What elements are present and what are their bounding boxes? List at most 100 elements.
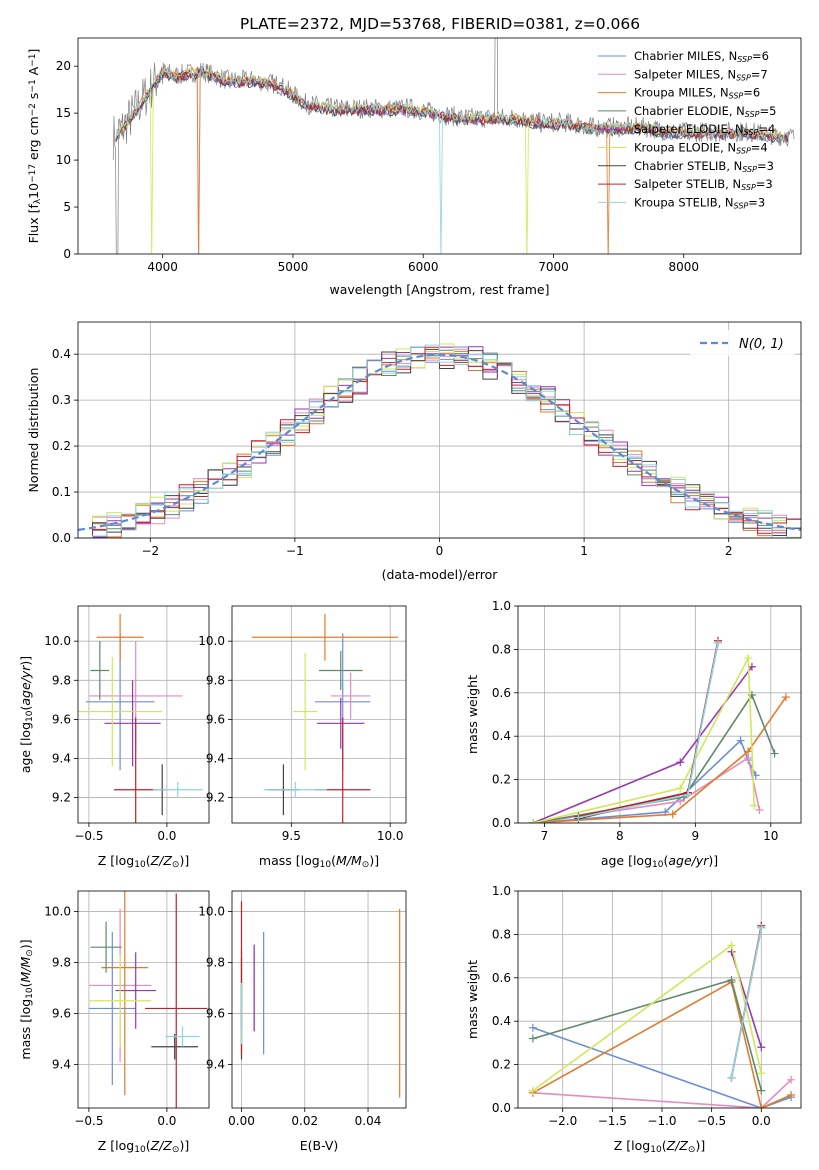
x-tick-label: 6000 bbox=[408, 260, 439, 274]
series-marker bbox=[755, 805, 764, 814]
x-tick-label: 0.0 bbox=[752, 1114, 771, 1128]
series-line bbox=[532, 655, 755, 823]
series-marker bbox=[757, 1104, 766, 1108]
y-tick-label: 0.1 bbox=[52, 485, 71, 499]
y-tick-label: 0.0 bbox=[492, 1101, 511, 1115]
plot-area-spectrum bbox=[112, 38, 795, 254]
x-axis-label: mass [log10(M/M⊙)] bbox=[259, 853, 379, 870]
x-tick-label: 0 bbox=[436, 544, 444, 558]
series-marker bbox=[683, 790, 692, 799]
y-tick-label: 20 bbox=[56, 59, 71, 73]
grid-mass-weight-vs-age bbox=[518, 605, 801, 824]
series-kroupa-miles bbox=[528, 978, 796, 1108]
y-tick-label: 9.6 bbox=[52, 712, 71, 726]
ticks-mass-vs-EBV: 0.00 0.02 0.04 9.4 9.6 9.8 10.0 bbox=[198, 904, 381, 1128]
x-axis-label: wavelength [Angstrom, rest frame] bbox=[329, 282, 549, 297]
x-tick-label: 0.02 bbox=[291, 1114, 318, 1128]
x-tick-label: 9 bbox=[692, 829, 700, 843]
y-tick-label: 0.3 bbox=[52, 393, 71, 407]
x-tick-label: 0.00 bbox=[228, 1114, 255, 1128]
y-tick-label: 9.8 bbox=[206, 955, 225, 969]
series-marker bbox=[757, 1043, 766, 1052]
x-tick-label: −1.5 bbox=[598, 1114, 627, 1128]
axes-frame bbox=[517, 605, 802, 824]
x-tick-label: 8 bbox=[616, 829, 624, 843]
y-tick-label: 1.0 bbox=[492, 599, 511, 613]
y-axis-label: mass weight bbox=[465, 960, 480, 1039]
series-line bbox=[532, 1079, 792, 1108]
y-tick-label: 0.0 bbox=[492, 816, 511, 830]
legend-label: Chabrier MILES, NSSP=6 bbox=[634, 49, 769, 64]
ticks-residuals: −2 −1 0 1 2 0.0 0.1 0.2 0.3 0.4 bbox=[52, 347, 733, 558]
y-tick-label: 10.0 bbox=[198, 634, 225, 648]
plot-area-age-vs-Z bbox=[78, 613, 203, 823]
legend-label: Salpeter MILES, NSSP=7 bbox=[634, 67, 768, 82]
y-tick-label: 9.6 bbox=[206, 712, 225, 726]
legend-box bbox=[690, 330, 795, 356]
plot-area-residuals bbox=[78, 343, 801, 538]
x-tick-label: 0.0 bbox=[157, 1114, 176, 1128]
series-chabrier-elodie bbox=[528, 975, 766, 1095]
figure-title: PLATE=2372, MJD=53768, FIBERID=0381, z=0… bbox=[240, 15, 640, 33]
series-marker bbox=[727, 1073, 736, 1082]
point-kroupa-elodie bbox=[293, 652, 318, 771]
series-marker bbox=[668, 810, 677, 819]
y-tick-label: 9.4 bbox=[206, 1058, 225, 1072]
y-tick-label: 10.0 bbox=[44, 634, 71, 648]
series-marker bbox=[528, 1086, 537, 1095]
axes-frame bbox=[77, 37, 802, 255]
x-tick-label: −1.0 bbox=[647, 1114, 676, 1128]
y-tick-label: 9.6 bbox=[52, 1007, 71, 1021]
series-marker bbox=[528, 1034, 537, 1043]
y-tick-label: 5 bbox=[63, 200, 71, 214]
series-marker bbox=[750, 801, 759, 810]
chart-residuals: −2 −1 0 1 2 0.0 0.1 0.2 0.3 0.4 N(0, 1) (data-model… bbox=[26, 321, 802, 582]
point-kroupa-miles bbox=[96, 613, 144, 661]
point-salpeter-stelib bbox=[145, 893, 208, 1108]
series-marker bbox=[757, 1069, 766, 1078]
series-marker bbox=[757, 923, 766, 932]
normal-curve bbox=[78, 353, 801, 531]
chart-age-vs-mass: 9.5 10.0 9.2 9.4 9.6 9.8 10.0 mass [log10(M/M⊙)… bbox=[198, 605, 407, 870]
point-kroupa-stelib bbox=[165, 1026, 200, 1047]
y-tick-label: 0.6 bbox=[492, 686, 511, 700]
series-marker bbox=[574, 813, 583, 822]
legend-label: Chabrier STELIB, NSSP=3 bbox=[634, 159, 774, 174]
y-axis-label: mass [log10(M/M⊙)] bbox=[18, 939, 35, 1059]
axes-frame bbox=[77, 321, 802, 539]
grid-mass-weight-vs-Z bbox=[518, 890, 801, 1109]
series-marker bbox=[727, 941, 736, 950]
point-salpeter-elodie bbox=[115, 952, 156, 1029]
x-tick-label: 5000 bbox=[278, 260, 309, 274]
series-kroupa-elodie bbox=[529, 654, 759, 823]
point-chabrier-stelib bbox=[151, 1033, 199, 1060]
point-chabrier-elodie bbox=[319, 650, 363, 691]
series-line bbox=[532, 943, 763, 1092]
model-chabrier-stelib bbox=[115, 69, 789, 143]
y-tick-label: 0.2 bbox=[52, 439, 71, 453]
y-axis-label: mass weight bbox=[465, 675, 480, 754]
point-kroupa-stelib bbox=[263, 781, 327, 798]
ticks-mass-weight-vs-Z: −2.0 −1.5 −1.0 −0.5 0.0 0.0 0.2 0.4 0.6 0.8 1.0 bbox=[492, 884, 771, 1128]
y-tick-label: 9.8 bbox=[52, 955, 71, 969]
x-tick-label: 0.0 bbox=[157, 829, 176, 843]
model-kroupa-stelib bbox=[115, 66, 789, 254]
x-axis-label: Z [log10(Z/Z⊙)] bbox=[98, 853, 189, 870]
y-tick-label: 9.6 bbox=[206, 1007, 225, 1021]
y-tick-label: 10 bbox=[56, 153, 71, 167]
x-tick-label: 7000 bbox=[538, 260, 569, 274]
x-axis-label: E(B-V) bbox=[300, 1138, 339, 1153]
point-salpeter-elodie bbox=[104, 680, 161, 767]
ticks-mass-weight-vs-age: 7 8 9 10 0.0 0.2 0.4 0.6 0.8 1.0 bbox=[492, 599, 779, 843]
legend-spectrum: Chabrier MILES, NSSP=6 Salpeter MILES, NS… bbox=[598, 49, 776, 210]
y-tick-label: 0.2 bbox=[492, 773, 511, 787]
y-tick-label: 0.2 bbox=[492, 1058, 511, 1072]
y-tick-label: 9.4 bbox=[52, 751, 71, 765]
series-chabrier-miles bbox=[529, 736, 760, 823]
x-axis-label: Z [log10(Z/Z⊙)] bbox=[98, 1138, 189, 1155]
chart-mass-vs-EBV: 0.00 0.02 0.04 9.4 9.6 9.8 10.0 E(B-V) bbox=[198, 890, 407, 1153]
chart-age-vs-Z: −0.5 0.0 9.2 9.4 9.6 9.8 10.0 Z [log10(Z/Z⊙)] ag… bbox=[18, 605, 210, 870]
ticks-age-vs-mass: 9.5 10.0 9.2 9.4 9.6 9.8 10.0 bbox=[198, 634, 403, 843]
series-line bbox=[533, 739, 757, 823]
x-tick-label: 10 bbox=[763, 829, 778, 843]
